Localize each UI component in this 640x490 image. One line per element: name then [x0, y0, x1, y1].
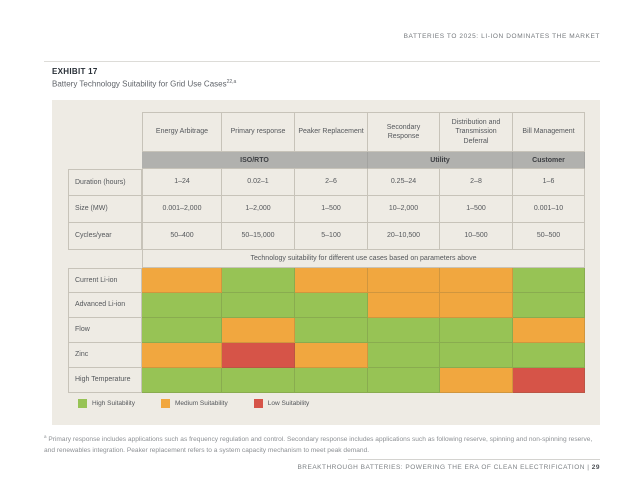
high-suitability-swatch: [78, 399, 87, 408]
suitability-cell: [513, 268, 585, 293]
group-band-utility: Utility: [368, 152, 513, 169]
legend-item-medium: Medium Suitability: [161, 399, 228, 408]
param-row-label-duration: Duration (hours): [68, 169, 142, 196]
suitability-cell: [295, 343, 368, 368]
param-value: 5–100: [295, 223, 368, 250]
suitability-cell: [295, 318, 368, 343]
group-band-customer: Customer: [513, 152, 585, 169]
param-value: 1–2,000: [222, 196, 295, 223]
suitability-cell: [222, 293, 295, 318]
param-value: 0.001–2,000: [142, 196, 222, 223]
suitability-cell: [440, 368, 513, 393]
suitability-cell: [368, 343, 440, 368]
suitability-cell: [142, 268, 222, 293]
param-value: 1–500: [295, 196, 368, 223]
suitability-cell: [142, 343, 222, 368]
column-header-distribution-deferral: Distribution and Transmission Deferral: [440, 112, 513, 152]
running-head: BATTERIES TO 2025: LI-ION DOMINATES THE …: [403, 33, 600, 40]
exhibit-title-superscript: 22,a: [226, 79, 237, 85]
suitability-cell: [142, 368, 222, 393]
legend-label: Medium Suitability: [175, 400, 228, 407]
column-header-bill-management: Bill Management: [513, 112, 585, 152]
suitability-cell: [440, 293, 513, 318]
spacer: [68, 250, 142, 268]
exhibit-panel: Energy Arbitrage Primary response Peaker…: [52, 100, 600, 425]
tech-row-label-current-li-ion: Current Li-ion: [68, 268, 142, 293]
param-value: 0.001–10: [513, 196, 585, 223]
suitability-cell: [368, 368, 440, 393]
param-value: 50–15,000: [222, 223, 295, 250]
suitability-cell: [513, 318, 585, 343]
param-value: 10–500: [440, 223, 513, 250]
suitability-cell: [222, 343, 295, 368]
param-value: 0.25–24: [368, 169, 440, 196]
suitability-cell: [368, 318, 440, 343]
suitability-cell: [295, 293, 368, 318]
spacer: [68, 112, 142, 152]
param-row-label-size: Size (MW): [68, 196, 142, 223]
param-value: 0.02–1: [222, 169, 295, 196]
suitability-cell: [222, 368, 295, 393]
legend-item-high: High Suitability: [78, 399, 135, 408]
param-value: 50–400: [142, 223, 222, 250]
param-value: 1–500: [440, 196, 513, 223]
param-row-label-cycles: Cycles/year: [68, 223, 142, 250]
column-header-energy-arbitrage: Energy Arbitrage: [142, 112, 222, 152]
legend-label: High Suitability: [92, 400, 135, 407]
suitability-cell: [368, 268, 440, 293]
suitability-cell: [368, 293, 440, 318]
page-number: 29: [591, 464, 600, 471]
footer-divider: [348, 459, 600, 460]
footer-text: BREAKTHROUGH BATTERIES: POWERING THE ERA…: [297, 464, 590, 471]
legend: High Suitability Medium Suitability Low …: [78, 399, 335, 408]
param-value: 10–2,000: [368, 196, 440, 223]
group-band-iso-rto: ISO/RTO: [142, 152, 368, 169]
medium-suitability-swatch: [161, 399, 170, 408]
column-header-peaker-replacement: Peaker Replacement: [295, 112, 368, 152]
exhibit-title: Battery Technology Suitability for Grid …: [52, 79, 236, 89]
suitability-cell: [440, 268, 513, 293]
param-value: 2–8: [440, 169, 513, 196]
column-header-primary-response: Primary response: [222, 112, 295, 152]
param-value: 1–6: [513, 169, 585, 196]
suitability-cell: [440, 343, 513, 368]
suitability-cell: [440, 318, 513, 343]
legend-item-low: Low Suitability: [253, 399, 310, 408]
param-value: 50–500: [513, 223, 585, 250]
suitability-note: Technology suitability for different use…: [142, 250, 585, 268]
tech-row-label-high-temperature: High Temperature: [68, 368, 142, 393]
suitability-cell: [295, 368, 368, 393]
top-divider: [44, 61, 600, 62]
footnote-text: Primary response includes applications s…: [44, 436, 593, 454]
tech-row-label-zinc: Zinc: [68, 343, 142, 368]
low-suitability-swatch: [253, 399, 263, 408]
tech-row-label-advanced-li-ion: Advanced Li-ion: [68, 293, 142, 318]
spacer: [68, 152, 142, 169]
suitability-cell: [142, 293, 222, 318]
param-value: 20–10,500: [368, 223, 440, 250]
tech-row-label-flow: Flow: [68, 318, 142, 343]
suitability-cell: [513, 293, 585, 318]
page-footer: BREAKTHROUGH BATTERIES: POWERING THE ERA…: [297, 464, 600, 471]
param-value: 2–6: [295, 169, 368, 196]
suitability-cell: [142, 318, 222, 343]
exhibit-title-text: Battery Technology Suitability for Grid …: [52, 79, 227, 89]
suitability-cell: [222, 318, 295, 343]
footnote-marker: a: [44, 434, 47, 439]
suitability-cell: [513, 368, 585, 393]
suitability-cell: [295, 268, 368, 293]
footnote: a Primary response includes applications…: [44, 433, 600, 456]
suitability-cell: [222, 268, 295, 293]
suitability-cell: [513, 343, 585, 368]
column-header-secondary-response: Secondary Response: [368, 112, 440, 152]
exhibit-label: EXHIBIT 17: [52, 67, 98, 76]
suitability-table: Energy Arbitrage Primary response Peaker…: [68, 112, 585, 393]
legend-label: Low Suitability: [267, 400, 310, 407]
param-value: 1–24: [142, 169, 222, 196]
